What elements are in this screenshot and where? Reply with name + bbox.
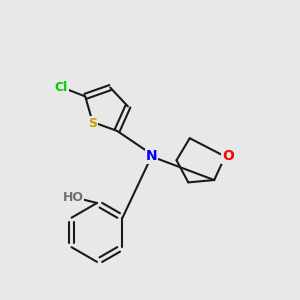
Text: HO: HO bbox=[62, 191, 83, 204]
Text: Cl: Cl bbox=[55, 81, 68, 94]
Text: S: S bbox=[88, 117, 97, 130]
Text: N: N bbox=[146, 149, 157, 164]
Text: O: O bbox=[222, 149, 234, 164]
